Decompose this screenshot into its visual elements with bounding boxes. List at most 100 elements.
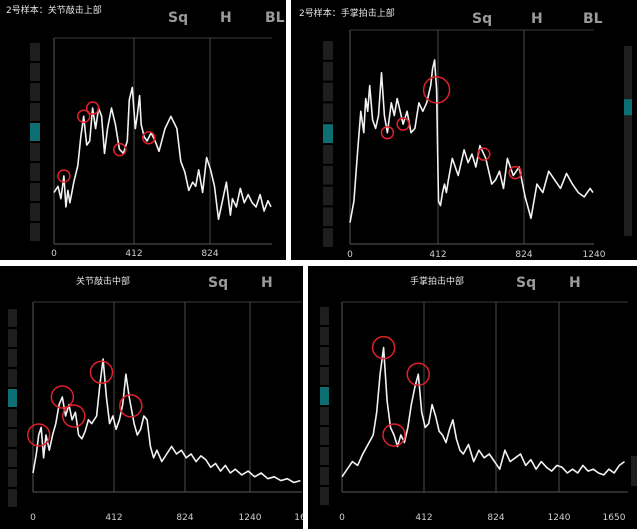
level-indicator-cell — [30, 83, 40, 101]
peak-marker — [371, 335, 396, 360]
level-indicator-cell — [323, 41, 333, 60]
peak-marker — [396, 117, 410, 131]
tab-h[interactable]: H — [220, 10, 232, 26]
x-tick-label: 16 — [294, 513, 303, 523]
peak-marker — [119, 394, 143, 418]
tab-sq[interactable]: Sq — [516, 275, 536, 291]
x-tick-label: 412 — [415, 513, 432, 523]
peak-marker — [406, 362, 431, 386]
x-tick-label: 0 — [51, 249, 57, 259]
chart-panel-3: 关节敲击中部 Sq H 0 412 824 1240 16 — [0, 266, 303, 529]
level-indicator-cell — [320, 367, 329, 385]
level-indicator-cell — [30, 183, 40, 201]
peak-marker — [422, 76, 451, 104]
peak-marker — [477, 147, 491, 161]
x-tick-label: 0 — [339, 513, 345, 523]
level-indicator-cell — [323, 103, 333, 123]
tab-h[interactable]: H — [261, 275, 273, 291]
peak-marker — [141, 130, 156, 145]
x-tick-label: 1240 — [548, 513, 571, 523]
level-indicator-cell — [8, 369, 17, 387]
right-scroll-track[interactable] — [624, 46, 632, 236]
level-indicator-cell — [30, 203, 40, 221]
chart-panel-2: 2号样本：手掌拍击上部 Sq H BL 0 412 824 1240 — [291, 0, 637, 260]
peak-marker — [508, 165, 523, 180]
level-indicator-cell — [8, 449, 17, 467]
chart-svg-3: 关节敲击中部 Sq H 0 412 824 1240 16 — [8, 275, 303, 523]
tab-bl[interactable]: BL — [583, 11, 603, 27]
chart-svg-2: 2号样本：手掌拍击上部 Sq H BL 0 412 824 1240 — [299, 7, 632, 260]
level-indicator-cell — [323, 61, 333, 81]
right-scroll-track[interactable] — [631, 456, 637, 486]
level-indicator-active — [320, 387, 329, 405]
level-indicator-active — [30, 123, 40, 141]
level-indicator-cell — [8, 429, 17, 447]
level-indicator-cell — [30, 63, 40, 81]
level-indicator-cell — [8, 329, 17, 347]
tab-h[interactable]: H — [531, 11, 543, 27]
level-indicator-cell — [323, 186, 333, 206]
x-tick-label: 824 — [487, 513, 504, 523]
level-indicator-cell — [30, 103, 40, 121]
peak-marker — [57, 169, 71, 183]
x-tick-label: 412 — [429, 250, 446, 260]
level-indicator-cell — [320, 307, 329, 325]
level-indicator-cell — [323, 165, 333, 185]
x-tick-label: 0 — [30, 513, 36, 523]
chart-title-3: 关节敲击中部 — [76, 275, 130, 287]
x-tick-label: 412 — [125, 249, 142, 259]
level-indicator-active — [323, 124, 333, 143]
level-indicator-cell — [323, 82, 333, 102]
peak-marker — [113, 142, 127, 157]
spectrum-line — [32, 358, 301, 484]
tab-bl[interactable]: BL — [265, 10, 285, 26]
level-indicator-cell — [320, 347, 329, 365]
level-indicator-cell — [8, 489, 17, 507]
level-indicator-active — [8, 389, 17, 407]
level-indicator-cell — [8, 409, 17, 427]
x-tick-label: 1240 — [583, 250, 606, 260]
chart-panel-1: 2号样本：关节敲击上部 Sq H BL 0 412 824 — [0, 0, 286, 260]
peak-marker — [62, 404, 86, 428]
level-indicator-cell — [8, 469, 17, 487]
tab-h[interactable]: H — [569, 275, 581, 291]
level-indicator-cell — [320, 447, 329, 465]
x-tick-label: 1650 — [603, 513, 626, 523]
level-indicator-cell — [320, 487, 329, 505]
peak-marker — [76, 109, 91, 124]
spectrum-line — [349, 59, 594, 223]
peak-marker — [85, 101, 100, 115]
level-indicator-cell — [30, 223, 40, 241]
tab-sq[interactable]: Sq — [168, 10, 188, 26]
x-tick-label: 824 — [201, 249, 218, 259]
chart-title-1: 2号样本：关节敲击上部 — [6, 4, 102, 16]
peak-marker — [26, 423, 51, 447]
chart-panel-4: 手掌拍击中部 Sq H 0 412 824 1240 1650 — [308, 266, 637, 529]
level-indicator-cell — [320, 407, 329, 425]
x-tick-label: 0 — [347, 250, 353, 260]
level-indicator-cell — [8, 349, 17, 367]
chart-svg-1: 2号样本：关节敲击上部 Sq H BL 0 412 824 — [6, 4, 285, 259]
right-scroll-thumb[interactable] — [624, 99, 632, 116]
x-tick-label: 1240 — [239, 513, 262, 523]
level-indicator-cell — [320, 467, 329, 485]
peak-marker — [89, 360, 114, 385]
tab-sq[interactable]: Sq — [208, 275, 228, 291]
x-tick-label: 412 — [105, 513, 122, 523]
chart-title-2: 2号样本：手掌拍击上部 — [299, 7, 395, 19]
level-indicator-cell — [320, 327, 329, 345]
spectrum-line — [53, 86, 272, 221]
x-tick-label: 824 — [176, 513, 193, 523]
chart-title-4: 手掌拍击中部 — [410, 275, 464, 287]
level-indicator-cell — [323, 207, 333, 227]
spectrum-line — [341, 346, 625, 478]
peak-marker — [382, 423, 406, 447]
peak-marker — [50, 385, 75, 409]
x-tick-label: 824 — [515, 250, 532, 260]
level-indicator-cell — [320, 427, 329, 445]
tab-sq[interactable]: Sq — [472, 11, 492, 27]
level-indicator-cell — [30, 143, 40, 161]
level-indicator-cell — [30, 163, 40, 181]
level-indicator-cell — [323, 145, 333, 164]
level-indicator-cell — [30, 43, 40, 61]
